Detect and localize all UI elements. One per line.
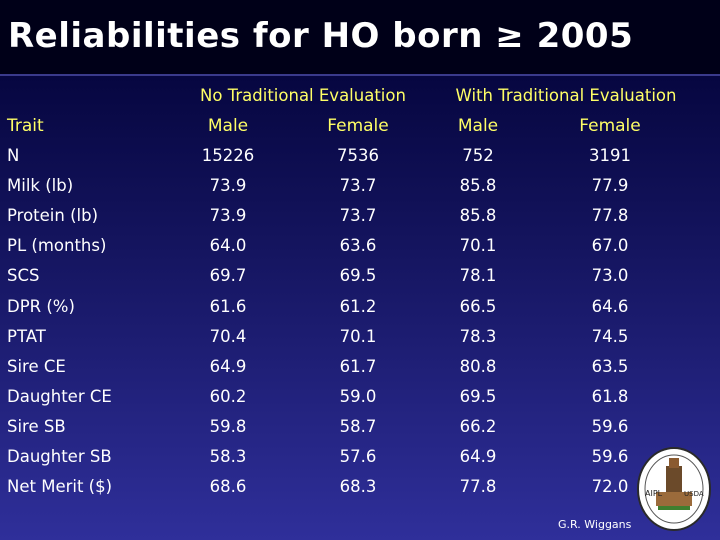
- value-female-no-trad: 61.2: [339, 297, 377, 316]
- value-male-no-trad: 70.4: [209, 327, 247, 346]
- trait-label: N: [7, 146, 20, 165]
- value-female-with-trad: 63.5: [591, 357, 629, 376]
- trait-label: DPR (%): [7, 297, 75, 316]
- value-male-with-trad: 78.1: [459, 266, 497, 285]
- value-male-with-trad: 77.8: [459, 477, 497, 496]
- title-bar: Reliabilities for HO born ≥ 2005: [0, 0, 720, 76]
- value-male-no-trad: 60.2: [209, 387, 247, 406]
- value-male-with-trad: 66.2: [459, 417, 497, 436]
- value-male-with-trad: 69.5: [459, 387, 497, 406]
- trait-label: Daughter SB: [7, 447, 112, 466]
- trait-label: PL (months): [7, 236, 107, 255]
- value-male-with-trad: 66.5: [459, 297, 497, 316]
- logo-text-aipl: AIPL: [645, 489, 663, 498]
- value-male-with-trad: 64.9: [459, 447, 497, 466]
- value-male-no-trad: 68.6: [209, 477, 247, 496]
- trait-label: SCS: [7, 266, 40, 285]
- value-male-no-trad: 64.9: [209, 357, 247, 376]
- value-female-with-trad: 77.9: [591, 176, 629, 195]
- value-female-no-trad: 69.5: [339, 266, 377, 285]
- value-female-no-trad: 61.7: [339, 357, 377, 376]
- column-header-male-with-trad: Male: [457, 116, 499, 136]
- value-female-no-trad: 68.3: [339, 477, 377, 496]
- trait-label: Daughter CE: [7, 387, 112, 406]
- value-male-no-trad: 59.8: [209, 417, 247, 436]
- column-header-trait: Trait: [7, 116, 44, 136]
- value-female-no-trad: 7536: [337, 146, 379, 165]
- usda-aipl-seal-icon: AIPL USDA: [637, 447, 711, 531]
- value-female-with-trad: 74.5: [591, 327, 629, 346]
- group-header-no-traditional: No Traditional Evaluation: [200, 86, 406, 105]
- trait-label: Milk (lb): [7, 176, 74, 195]
- value-female-with-trad: 61.8: [591, 387, 629, 406]
- trait-label: Sire SB: [7, 417, 66, 436]
- value-female-with-trad: 64.6: [591, 297, 629, 316]
- value-female-no-trad: 73.7: [339, 206, 377, 225]
- trait-label: Net Merit ($): [7, 477, 113, 496]
- value-female-no-trad: 59.0: [339, 387, 377, 406]
- value-female-no-trad: 63.6: [339, 236, 377, 255]
- value-female-no-trad: 70.1: [339, 327, 377, 346]
- value-male-with-trad: 85.8: [459, 176, 497, 195]
- value-male-no-trad: 73.9: [209, 206, 247, 225]
- value-female-with-trad: 59.6: [591, 417, 629, 436]
- value-female-with-trad: 3191: [589, 146, 631, 165]
- value-male-no-trad: 15226: [201, 146, 255, 165]
- value-female-with-trad: 77.8: [591, 206, 629, 225]
- value-female-no-trad: 57.6: [339, 447, 377, 466]
- group-header-with-traditional: With Traditional Evaluation: [455, 86, 677, 105]
- value-male-no-trad: 69.7: [209, 266, 247, 285]
- value-female-with-trad: 72.0: [591, 477, 629, 496]
- value-female-no-trad: 73.7: [339, 176, 377, 195]
- value-female-with-trad: 59.6: [591, 447, 629, 466]
- value-male-no-trad: 58.3: [209, 447, 247, 466]
- slide-title: Reliabilities for HO born ≥ 2005: [8, 16, 634, 56]
- value-male-with-trad: 85.8: [459, 206, 497, 225]
- column-header-female-no-trad: Female: [327, 116, 389, 136]
- logo-text-usda: USDA: [684, 490, 704, 498]
- value-male-no-trad: 61.6: [209, 297, 247, 316]
- value-male-no-trad: 64.0: [209, 236, 247, 255]
- value-male-with-trad: 78.3: [459, 327, 497, 346]
- value-male-with-trad: 752: [462, 146, 494, 165]
- value-female-no-trad: 58.7: [339, 417, 377, 436]
- column-header-male-no-trad: Male: [207, 116, 249, 136]
- value-male-with-trad: 70.1: [459, 236, 497, 255]
- value-female-with-trad: 73.0: [591, 266, 629, 285]
- column-header-female-with-trad: Female: [579, 116, 641, 136]
- trait-label: Protein (lb): [7, 206, 99, 225]
- value-male-with-trad: 80.8: [459, 357, 497, 376]
- trait-label: PTAT: [7, 327, 46, 346]
- trait-label: Sire CE: [7, 357, 66, 376]
- value-female-with-trad: 67.0: [591, 236, 629, 255]
- value-male-no-trad: 73.9: [209, 176, 247, 195]
- author-credit: G.R. Wiggans: [558, 518, 632, 531]
